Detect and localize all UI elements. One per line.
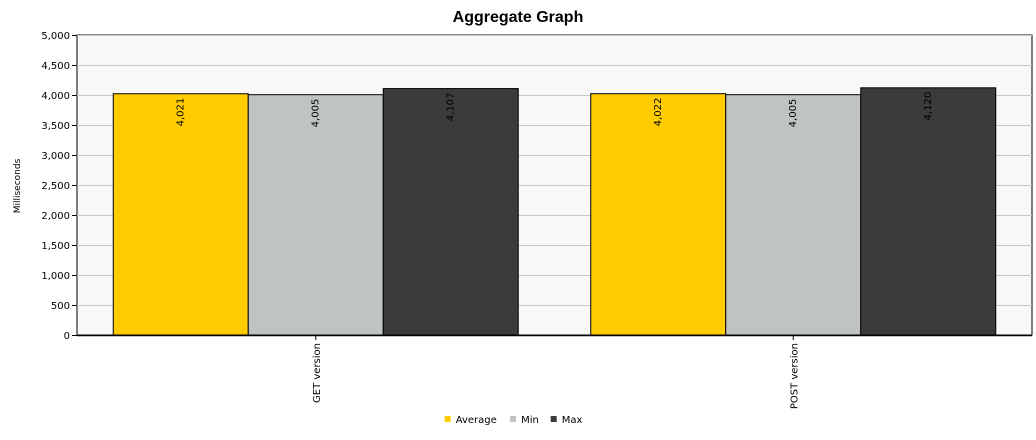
legend-label-max: Max xyxy=(562,415,583,426)
data-label: 4,021 xyxy=(176,98,187,127)
y-tick-label: 4,500 xyxy=(41,61,70,72)
bar-average-1 xyxy=(591,94,726,335)
bar-min-1 xyxy=(726,95,861,335)
y-tick-label: 0 xyxy=(64,331,70,342)
legend-swatch-max xyxy=(551,416,557,422)
y-tick-label: 1,500 xyxy=(41,241,70,252)
data-label: 4,120 xyxy=(923,92,934,121)
legend-label-average: Average xyxy=(456,415,497,426)
y-tick-label: 3,000 xyxy=(41,151,70,162)
y-tick-label: 4,000 xyxy=(41,91,70,102)
data-label: 4,005 xyxy=(311,99,322,128)
y-tick-label: 2,000 xyxy=(41,211,70,222)
chart-title: Aggregate Graph xyxy=(453,9,584,26)
bar-min-0 xyxy=(248,95,383,335)
y-axis-label: Milliseconds xyxy=(13,158,23,213)
y-tick-label: 5,000 xyxy=(41,31,70,42)
data-label: 4,005 xyxy=(788,99,799,128)
x-category-label: POST version xyxy=(789,343,800,409)
y-tick-label: 500 xyxy=(51,301,70,312)
y-tick-label: 3,500 xyxy=(41,121,70,132)
legend: Average Min Max xyxy=(445,415,583,426)
x-category-label: GET version xyxy=(312,343,323,403)
x-axis-categories: GET version POST version xyxy=(312,335,801,409)
bar-max-0 xyxy=(383,89,518,335)
legend-label-min: Min xyxy=(521,415,539,426)
bar-max-1 xyxy=(861,88,996,335)
y-axis-ticks: 0 500 1,000 1,500 2,000 2,500 3,000 3,500 4,000 4… xyxy=(41,31,77,342)
y-tick-label: 1,000 xyxy=(41,271,70,282)
legend-swatch-average xyxy=(445,416,451,422)
data-label: 4,022 xyxy=(653,98,664,127)
y-tick-label: 2,500 xyxy=(41,181,70,192)
legend-swatch-min xyxy=(510,416,516,422)
data-label: 4,107 xyxy=(446,93,457,122)
bar-average-0 xyxy=(113,94,248,335)
